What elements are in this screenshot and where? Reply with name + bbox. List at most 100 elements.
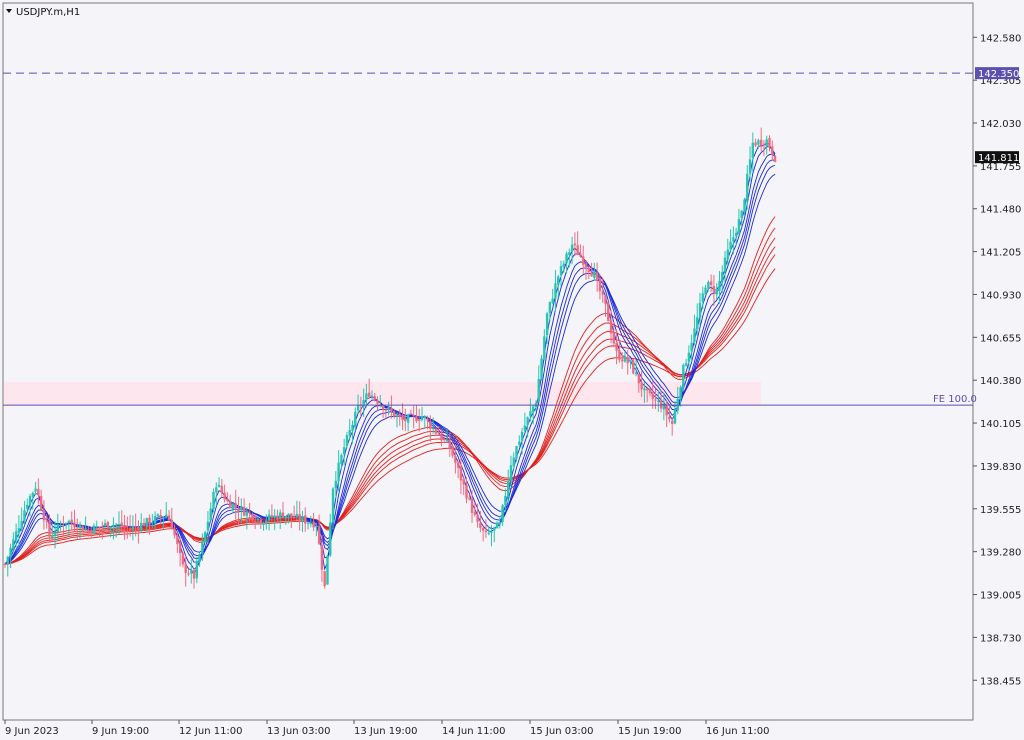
candle-body — [48, 520, 51, 537]
candle-body — [381, 405, 385, 410]
candle-body — [434, 429, 438, 434]
candle-body — [203, 531, 207, 542]
current-price-tag: 141.811 — [978, 153, 1019, 164]
candle-body — [95, 526, 98, 528]
candle-body — [39, 496, 43, 510]
y-tick-label: 142.305 — [980, 76, 1021, 87]
y-tick-label: 140.655 — [980, 333, 1021, 344]
candle-body — [548, 301, 552, 314]
candle-body — [320, 545, 324, 570]
fast-ma-ribbon-line-5 — [4, 165, 776, 565]
candle-body — [112, 524, 115, 527]
candle-body — [393, 411, 396, 417]
candle-body — [26, 504, 29, 509]
fast-ma-ribbon-line-2 — [4, 146, 776, 571]
candle-body — [192, 570, 196, 579]
candle-body — [234, 503, 237, 508]
candle-body — [151, 522, 154, 524]
candle-body — [287, 513, 290, 517]
candle-body — [334, 480, 338, 489]
candle-body — [593, 272, 596, 278]
candle-body — [495, 522, 499, 529]
candle-body — [42, 509, 46, 521]
candle-body — [17, 528, 21, 533]
candle-body — [348, 430, 351, 436]
fast-ma-ribbon-line-1 — [4, 141, 776, 576]
candle-body — [53, 533, 57, 535]
candle-body — [240, 506, 243, 511]
candle-body — [604, 296, 607, 304]
candle-body — [51, 535, 54, 538]
candle-body — [242, 506, 246, 516]
candle-body — [409, 413, 413, 415]
candle-body — [28, 496, 32, 506]
candle-body — [698, 302, 702, 318]
candle-body — [281, 512, 285, 518]
candle-body — [509, 465, 513, 481]
candle-body — [56, 524, 60, 532]
candle-body — [426, 418, 429, 421]
candle-body — [415, 416, 418, 422]
fast-ma-ribbon-line-4 — [4, 159, 776, 565]
candle-body — [576, 245, 579, 255]
candle-body — [443, 439, 446, 441]
candle-body — [123, 526, 126, 528]
candle-body — [212, 491, 215, 509]
candle-body — [431, 428, 435, 430]
candle-body — [120, 522, 123, 527]
candle-body — [693, 328, 696, 342]
candle-body — [312, 521, 315, 528]
candle-body — [551, 298, 554, 303]
candle-body — [23, 510, 26, 521]
candle-body — [273, 515, 276, 518]
slow-ma-ribbon — [4, 216, 776, 565]
candle-body — [267, 514, 271, 521]
candle-body — [78, 524, 82, 529]
candle-body — [195, 561, 199, 579]
candle-body — [648, 389, 652, 394]
candle-body — [317, 526, 321, 544]
candle-body — [543, 336, 546, 358]
candle-body — [440, 434, 443, 441]
candle-body — [70, 519, 73, 524]
candle-body — [367, 392, 371, 397]
candle-body — [584, 263, 588, 267]
x-tick-label: 13 Jun 19:00 — [354, 726, 418, 737]
candle-body — [206, 521, 210, 531]
candle-body — [398, 414, 401, 417]
y-tick-label: 139.830 — [980, 462, 1021, 473]
candle-body — [37, 488, 40, 496]
candle-body — [651, 393, 654, 399]
candle-body — [771, 146, 774, 155]
candle-body — [217, 484, 221, 487]
candle-body — [632, 360, 635, 374]
candle-body — [737, 218, 741, 234]
candle-body — [345, 435, 349, 446]
x-tick-label: 15 Jun 19:00 — [618, 726, 682, 737]
candle-body — [209, 508, 212, 521]
candle-body — [626, 358, 629, 364]
candle-body — [142, 522, 146, 527]
candle-body — [618, 350, 621, 360]
candle-body — [718, 280, 721, 291]
candle-body — [601, 291, 604, 295]
candle-body — [465, 485, 468, 499]
candle-body — [515, 446, 518, 459]
candle-body — [768, 137, 771, 148]
candle-body — [451, 446, 454, 456]
candle-body — [721, 272, 724, 283]
candle-body — [295, 513, 299, 518]
y-tick-label: 142.580 — [980, 33, 1021, 44]
candle-body — [429, 421, 432, 429]
candle-body — [76, 528, 79, 530]
candle-body — [395, 415, 399, 417]
y-tick-label: 141.205 — [980, 248, 1021, 259]
fast-ma-ribbon-line-6 — [4, 173, 776, 565]
candle-body — [484, 530, 488, 533]
candle-body — [3, 563, 7, 565]
candle-body — [373, 396, 376, 400]
candle-body — [390, 408, 393, 412]
candle-body — [540, 358, 543, 379]
y-tick-label: 138.455 — [980, 676, 1021, 687]
